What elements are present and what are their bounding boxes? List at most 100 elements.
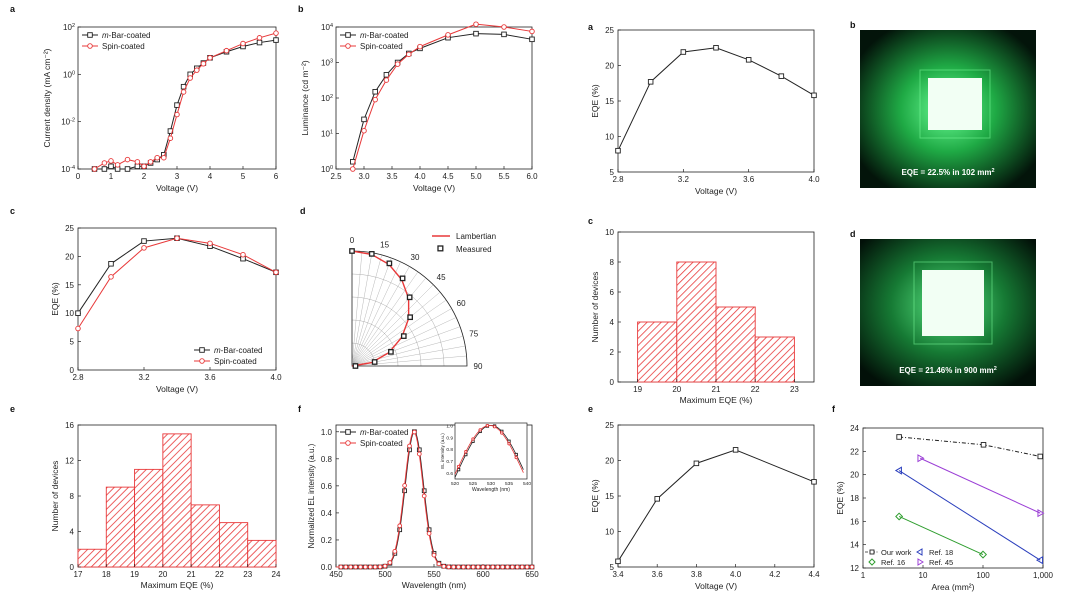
tick-label: 10-2	[61, 118, 75, 127]
data-point	[446, 564, 452, 570]
data-point	[470, 564, 476, 570]
panel-a-left: a 0 1 2 3 4 5 6 10-4 10-2 100 102 Voltage (V) Current…	[10, 4, 279, 193]
data-point	[345, 429, 351, 435]
series-line	[77, 237, 277, 314]
panel-letter-b: b	[298, 4, 304, 14]
x-tick-label: 4.0	[270, 373, 282, 382]
data-point	[464, 450, 468, 454]
inset-y-tick-label: 1.0	[446, 423, 453, 429]
y-tick-label: 8	[610, 258, 615, 267]
data-point	[426, 531, 432, 536]
emitting-area	[922, 270, 984, 336]
y-axis-label: EQE (%)	[835, 481, 845, 515]
x-tick-label: 4.0	[414, 172, 426, 181]
panel-letter-f: f	[832, 404, 836, 414]
series-line	[94, 32, 277, 170]
data-point	[732, 447, 739, 453]
panel-letter-c: c	[10, 206, 15, 216]
x-tick-label: 100	[976, 571, 990, 580]
x-tick-label: 1,000	[1033, 571, 1054, 580]
polar-spoke	[351, 271, 419, 367]
legend-label: Ref. 18	[929, 548, 953, 557]
x-tick-label: 4.0	[808, 175, 820, 184]
histogram-bar	[676, 261, 717, 383]
polar-spoke	[351, 326, 461, 367]
panel-c-left: c 2.8 3.2 3.6 4.0 0 5 10 15 20 25 Voltage (V) EQE (%…	[10, 206, 282, 394]
data-point	[1037, 508, 1045, 518]
y-tick-label: 0.6	[321, 482, 333, 491]
y-tick-label: 25	[65, 224, 74, 233]
data-point	[134, 163, 141, 170]
tick-label: 102	[63, 23, 75, 32]
y-tick-label: 5	[70, 338, 75, 347]
data-point	[141, 163, 147, 170]
legend-label: Lambertian	[456, 232, 496, 241]
inset-y-tick-label: 0.8	[446, 447, 453, 453]
y-tick-label: 25	[605, 26, 614, 35]
data-point	[207, 240, 213, 247]
data-point	[392, 548, 398, 554]
data-point	[421, 493, 427, 499]
panel-letter-d: d	[300, 206, 306, 216]
data-point	[75, 310, 81, 316]
data-point	[223, 47, 230, 54]
y-tick-label: 5	[610, 563, 615, 572]
x-tick-label: 6.0	[526, 172, 538, 181]
data-point	[349, 248, 355, 254]
histogram-bar	[754, 336, 795, 383]
data-point	[75, 325, 81, 332]
data-point	[500, 431, 504, 435]
series-line	[920, 457, 1041, 514]
data-point	[473, 30, 479, 37]
data-point	[363, 564, 368, 570]
histogram-bar	[247, 539, 277, 568]
x-tick-label: 2.5	[330, 172, 342, 181]
series-line	[898, 516, 984, 556]
y-tick-label: 10	[605, 528, 614, 537]
data-point	[91, 166, 98, 172]
panel-b-left: b 2.5 3.0 3.5 4.0 4.5 5.0 5.5 6.0 100 101 102 103 104…	[298, 4, 538, 193]
data-point	[124, 166, 131, 172]
data-point	[485, 564, 491, 570]
x-axis-label: Area (mm²)	[932, 582, 975, 592]
x-tick-label: 3.8	[691, 570, 703, 579]
x-tick-label: 3.6	[652, 570, 664, 579]
inset-x-tick-label: 520	[451, 481, 459, 487]
emitting-area	[928, 78, 982, 130]
x-tick-label: 1	[861, 571, 866, 580]
inset-y-tick-label: 0.9	[446, 435, 453, 441]
photo-caption: EQE = 21.46% in 900 mm2	[899, 366, 997, 375]
x-tick-label: 4.2	[769, 570, 781, 579]
y-tick-label: 12	[850, 564, 859, 573]
polar-spoke	[351, 257, 392, 367]
panel-letter-d: d	[850, 229, 856, 239]
y-tick-label: 20	[605, 457, 614, 466]
panel-f-right: f 1 10 100 1,000 12 14 16 18 20 22 24 Area (mm²) EQE …	[832, 404, 1054, 592]
x-tick-label: 5.0	[470, 172, 482, 181]
histogram-bar	[190, 504, 220, 568]
data-point	[87, 43, 93, 49]
angle-label: 30	[411, 253, 420, 262]
data-point	[367, 564, 373, 570]
data-point	[529, 28, 535, 35]
angle-label: 0	[350, 236, 355, 245]
data-point	[514, 564, 520, 570]
x-tick-label: 23	[243, 570, 252, 579]
y-tick-label: 20	[850, 471, 859, 480]
legend-label: Spin-coated	[360, 42, 403, 51]
data-point	[372, 564, 378, 570]
y-tick-label: 25	[605, 421, 614, 430]
data-point	[480, 564, 486, 570]
data-point	[154, 154, 160, 161]
panel-c-right: c 19 20 21 22 23 0 2 4 6 8 10 Maximum EQE (%) Number …	[588, 216, 815, 405]
data-point	[108, 274, 114, 280]
data-point	[372, 88, 378, 95]
data-point	[451, 564, 456, 570]
y-tick-label: 0.2	[321, 536, 333, 545]
data-point	[352, 363, 359, 369]
y-tick-label: 0.0	[321, 563, 333, 572]
panel-letter-e: e	[10, 404, 15, 414]
data-point	[501, 31, 507, 38]
data-point	[194, 67, 200, 73]
series-line	[898, 470, 1041, 561]
